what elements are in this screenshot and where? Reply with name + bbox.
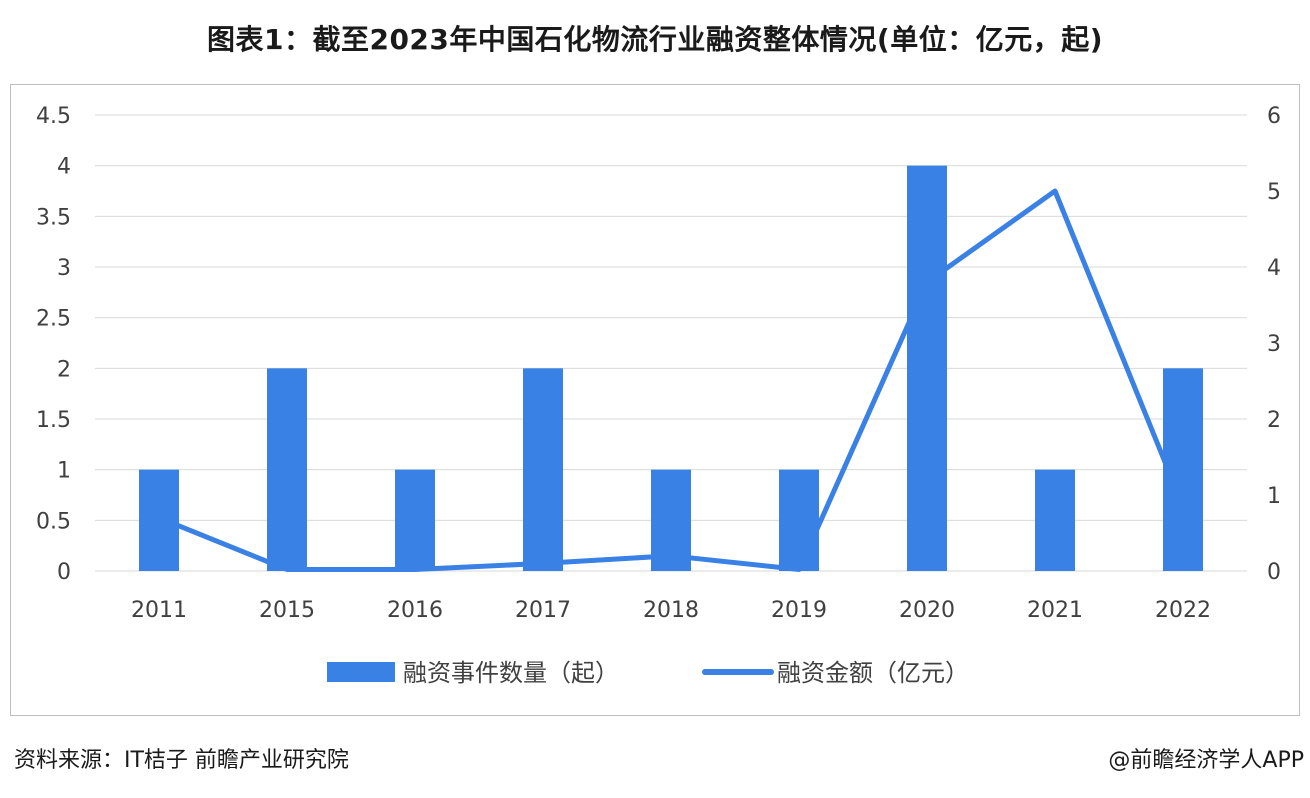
y-left-tick-label: 3.5 [36,205,71,230]
x-tick-label: 2021 [1027,598,1083,623]
credit-note: @前瞻经济学人APP [1108,748,1304,773]
y-left-tick-label: 2 [57,357,71,382]
bar [267,368,307,571]
bar [907,165,947,571]
bar [523,368,563,571]
legend: 融资事件数量（起） 融资金额（亿元） [327,659,969,687]
legend-bar-swatch [327,662,395,682]
line-series [156,188,1186,572]
y-right-tick-label: 0 [1267,560,1281,585]
x-tick-label: 2019 [771,598,827,623]
x-tick-label: 2016 [387,598,443,623]
y-left-tick-label: 1 [57,459,71,484]
y-axis-left-ticks: 0 0.5 1 1.5 2 2.5 3 3.5 4 4.5 [36,104,71,585]
x-axis-ticks: 2011 2015 2016 2017 2018 2019 2020 2021 2022 [131,598,1211,623]
chart-title: 图表1：截至2023年中国石化物流行业融资整体情况(单位：亿元，起) [206,23,1103,56]
legend-line-label: 融资金额（亿元） [777,659,969,687]
legend-bar-label: 融资事件数量（起） [403,659,619,687]
y-left-tick-label: 4.5 [36,104,71,129]
y-left-tick-label: 4 [57,155,71,180]
x-tick-label: 2015 [259,598,315,623]
y-left-tick-label: 3 [57,256,71,281]
y-left-tick-label: 0 [57,560,71,585]
y-left-tick-label: 1.5 [36,408,71,433]
x-tick-label: 2022 [1155,598,1211,623]
source-note: 资料来源：IT桔子 前瞻产业研究院 [14,748,349,773]
y-right-tick-label: 2 [1267,408,1281,433]
bar [1035,469,1075,571]
y-right-tick-label: 6 [1267,104,1281,129]
y-left-tick-label: 2.5 [36,307,71,332]
y-axis-right-ticks: 0 1 2 3 4 5 6 [1267,104,1281,585]
y-right-tick-label: 5 [1267,180,1281,205]
x-tick-label: 2017 [515,598,571,623]
bar [395,469,435,571]
bar [779,469,819,571]
y-right-tick-label: 3 [1267,332,1281,357]
y-right-tick-label: 1 [1267,484,1281,509]
x-tick-label: 2020 [899,598,955,623]
x-tick-label: 2018 [643,598,699,623]
y-left-tick-label: 0.5 [36,509,71,534]
y-right-tick-label: 4 [1267,256,1281,281]
x-tick-label: 2011 [131,598,187,623]
